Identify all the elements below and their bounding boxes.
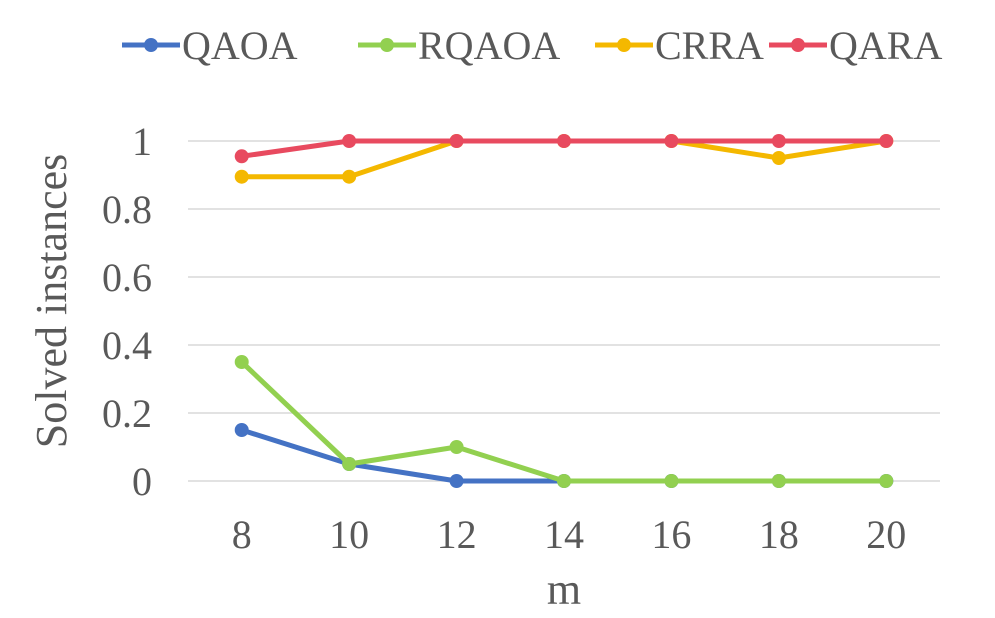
legend-item-crra: CRRA: [595, 23, 764, 68]
legend-point-marker: [380, 38, 394, 52]
legend-item-qaoa: QAOA: [122, 23, 298, 68]
x-tick-label: 16: [651, 512, 691, 557]
legend-label: RQAOA: [418, 23, 560, 68]
x-axis-ticks: 8 10 12 14 16 18 20: [232, 512, 907, 557]
y-tick-label: 0.6: [102, 255, 152, 300]
data-point-crra: [771, 151, 786, 165]
legend-item-qara: QARA: [769, 23, 942, 68]
data-point-rqaoa: [879, 474, 894, 488]
data-point-qara: [664, 134, 679, 148]
data-point-rqaoa: [664, 474, 679, 488]
x-tick-label: 8: [232, 512, 252, 557]
data-point-qara: [234, 149, 249, 164]
gridlines: [188, 140, 940, 482]
x-tick-label: 20: [866, 512, 906, 557]
data-point-qara: [557, 134, 571, 148]
data-point-qara: [342, 134, 357, 148]
legend: QAOA RQAOA CRRA QARA: [122, 23, 942, 68]
legend-point-marker: [144, 38, 158, 52]
x-tick-label: 10: [329, 512, 369, 557]
y-axis-ticks: 0 0.2 0.4 0.6 0.8 1: [102, 119, 152, 504]
data-point-rqaoa: [342, 457, 357, 471]
legend-label: QAOA: [182, 23, 298, 68]
x-tick-label: 14: [544, 512, 584, 557]
y-tick-label: 0: [132, 459, 152, 504]
legend-label: CRRA: [655, 23, 764, 68]
y-tick-label: 1: [132, 119, 152, 164]
legend-point-marker: [791, 38, 805, 52]
data-point-qara: [879, 134, 894, 148]
y-tick-label: 0.2: [102, 391, 152, 436]
x-axis-title: m: [547, 565, 581, 613]
legend-item-rqaoa: RQAOA: [358, 23, 560, 68]
data-point-rqaoa: [449, 440, 464, 454]
series-qara: [234, 134, 894, 164]
legend-point-marker: [617, 38, 631, 52]
data-point-crra: [342, 169, 357, 184]
data-point-rqaoa: [234, 355, 249, 369]
data-point-qara: [771, 134, 786, 148]
y-tick-label: 0.4: [102, 323, 152, 368]
data-point-crra: [234, 169, 249, 184]
series-rqaoa: [234, 355, 894, 488]
data-point-qara: [449, 134, 464, 148]
series-group: [234, 134, 894, 488]
data-point-qaoa: [234, 423, 249, 437]
legend-label: QARA: [829, 23, 942, 68]
data-point-rqaoa: [557, 474, 571, 488]
x-tick-label: 12: [437, 512, 477, 557]
data-point-rqaoa: [771, 474, 786, 488]
data-point-qaoa: [449, 474, 464, 488]
x-tick-label: 18: [759, 512, 799, 557]
y-tick-label: 0.8: [102, 187, 152, 232]
y-axis-title: Solved instances: [27, 154, 76, 449]
